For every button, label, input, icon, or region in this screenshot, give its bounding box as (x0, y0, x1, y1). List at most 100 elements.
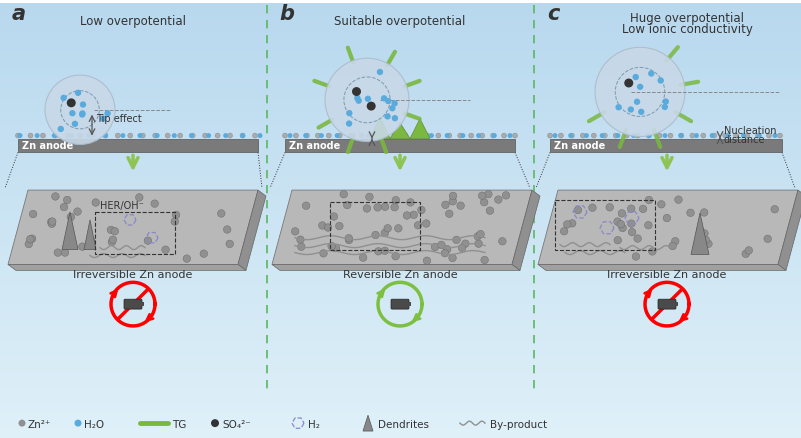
Bar (0, 299, 801, 304)
Circle shape (686, 209, 694, 217)
Bar (0, 386, 801, 391)
Circle shape (701, 134, 706, 139)
Bar (675, 303, 678, 307)
Circle shape (662, 134, 667, 139)
Bar (0, 403, 801, 409)
Bar (0, 56, 801, 61)
Circle shape (700, 209, 708, 217)
Circle shape (742, 251, 750, 258)
Circle shape (712, 134, 717, 139)
Circle shape (74, 420, 82, 427)
Circle shape (734, 134, 739, 139)
Bar (0, 152, 801, 157)
Circle shape (457, 202, 465, 210)
Circle shape (423, 258, 431, 265)
Circle shape (103, 134, 108, 139)
Bar (0, 60, 801, 65)
Circle shape (319, 222, 326, 230)
Circle shape (561, 228, 568, 236)
Circle shape (288, 134, 292, 139)
Bar (0, 308, 801, 313)
Bar (0, 69, 801, 74)
Bar (0, 78, 801, 83)
Bar (0, 108, 801, 113)
Circle shape (72, 121, 78, 128)
Circle shape (513, 134, 517, 139)
Bar (0, 260, 801, 265)
Circle shape (453, 237, 461, 244)
Circle shape (69, 111, 75, 117)
Circle shape (74, 208, 82, 216)
Circle shape (28, 235, 36, 243)
Circle shape (617, 221, 625, 229)
Bar (550, 139, 782, 153)
Circle shape (492, 134, 497, 139)
Circle shape (633, 75, 639, 81)
Circle shape (18, 420, 26, 427)
Bar (0, 103, 801, 109)
Bar (0, 64, 801, 70)
Circle shape (410, 212, 417, 219)
Bar (0, 221, 801, 226)
Bar (0, 338, 801, 343)
Circle shape (631, 134, 636, 139)
Circle shape (60, 204, 68, 212)
Circle shape (663, 215, 670, 223)
Polygon shape (238, 191, 266, 271)
Circle shape (328, 243, 336, 251)
Circle shape (674, 196, 682, 204)
Circle shape (360, 254, 367, 262)
Bar (0, 329, 801, 335)
Bar (0, 155, 801, 161)
Circle shape (189, 134, 194, 139)
Circle shape (632, 253, 640, 261)
Bar (0, 95, 801, 100)
Circle shape (407, 199, 414, 207)
Bar (0, 408, 801, 413)
Bar (0, 286, 801, 291)
Bar (0, 295, 801, 300)
Circle shape (304, 134, 309, 139)
Circle shape (227, 134, 232, 139)
Bar (0, 147, 801, 152)
Circle shape (392, 116, 398, 122)
Circle shape (86, 134, 91, 139)
Bar (408, 303, 411, 307)
Polygon shape (538, 191, 798, 265)
Circle shape (490, 134, 496, 139)
Circle shape (66, 134, 70, 139)
Bar (0, 91, 801, 96)
Circle shape (444, 246, 451, 254)
Bar (0, 73, 801, 78)
Circle shape (475, 240, 482, 248)
Circle shape (257, 134, 263, 139)
Bar (0, 234, 801, 239)
Circle shape (429, 134, 434, 139)
Circle shape (345, 235, 352, 243)
Circle shape (370, 134, 375, 139)
Circle shape (662, 99, 669, 106)
Circle shape (658, 201, 665, 208)
Bar (0, 395, 801, 400)
Circle shape (172, 212, 180, 219)
Circle shape (135, 194, 143, 201)
Circle shape (705, 240, 712, 248)
Bar (0, 251, 801, 257)
Bar (0, 334, 801, 339)
Circle shape (558, 134, 563, 139)
Circle shape (679, 134, 684, 139)
Circle shape (678, 134, 683, 139)
Circle shape (223, 134, 228, 139)
Circle shape (63, 197, 71, 204)
Bar (0, 117, 801, 122)
Bar (0, 416, 801, 422)
Circle shape (183, 255, 191, 263)
Bar (0, 282, 801, 287)
Circle shape (330, 213, 338, 221)
Polygon shape (370, 117, 390, 139)
Circle shape (602, 134, 607, 139)
Circle shape (215, 134, 220, 139)
Bar (0, 204, 801, 209)
Circle shape (648, 71, 654, 78)
Circle shape (348, 134, 353, 139)
